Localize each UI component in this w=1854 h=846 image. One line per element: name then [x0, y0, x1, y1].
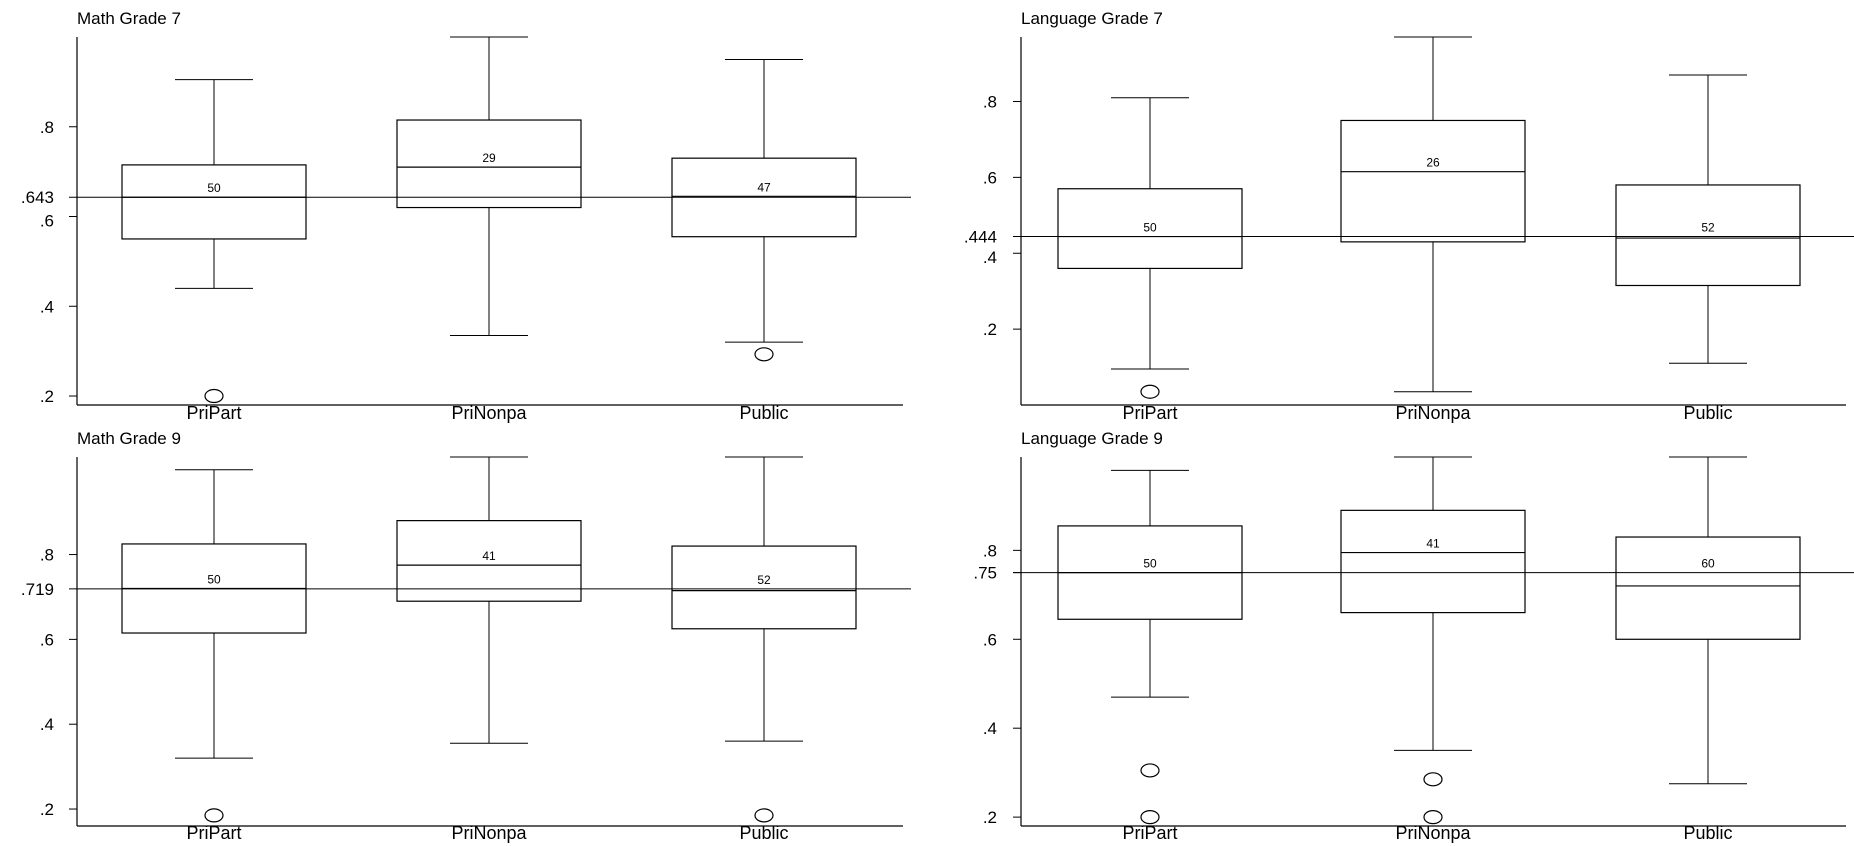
reference-line-label: .643	[21, 188, 54, 207]
outlier-point	[754, 808, 774, 823]
box-iqr	[121, 164, 307, 240]
y-tick-label: .75	[973, 564, 997, 583]
box-iqr	[396, 119, 582, 209]
panel-title: Math Grade 9	[77, 429, 181, 448]
outlier-point	[204, 808, 224, 823]
outlier-point	[1423, 772, 1443, 787]
y-tick-label: .6	[40, 630, 54, 649]
box-count-label: 52	[757, 573, 771, 587]
box-count-label: 50	[1143, 557, 1157, 571]
y-tick-label: .2	[40, 387, 54, 406]
y-tick-label: .8	[983, 541, 997, 560]
box-count-label: 60	[1701, 557, 1715, 571]
box-iqr	[671, 545, 857, 630]
panel-title: Math Grade 7	[77, 9, 181, 28]
box-iqr	[1615, 536, 1801, 640]
panel-title: Language Grade 7	[1021, 9, 1163, 28]
x-category-label: PriPart	[186, 823, 241, 843]
y-tick-label: .8	[40, 118, 54, 137]
x-category-label: PriNonpa	[451, 403, 527, 423]
box-count-label: 47	[757, 180, 771, 194]
outlier-point	[754, 347, 774, 362]
x-category-label: Public	[1683, 823, 1732, 843]
outlier-point	[1140, 763, 1160, 778]
x-category-label: Public	[739, 823, 788, 843]
outlier-point	[1140, 384, 1160, 399]
box-iqr	[1340, 509, 1526, 614]
y-tick-label: .4	[40, 297, 54, 316]
y-tick-label: .4	[983, 719, 997, 738]
box-iqr	[1057, 188, 1243, 270]
box-count-label: 41	[482, 549, 496, 563]
y-tick-label: .6	[983, 630, 997, 649]
box-count-label: 50	[207, 181, 221, 195]
y-tick-label: .2	[983, 808, 997, 827]
x-category-label: PriPart	[1122, 823, 1177, 843]
outlier-point	[1140, 810, 1160, 825]
y-tick-label: .8	[983, 92, 997, 111]
box-count-label: 52	[1701, 221, 1715, 235]
box-count-label: 29	[482, 151, 496, 165]
box-count-label: 41	[1426, 537, 1440, 551]
box-iqr	[396, 520, 582, 602]
y-tick-label: .2	[983, 320, 997, 339]
reference-line-label: .719	[21, 580, 54, 599]
y-tick-label: .4	[40, 715, 54, 734]
x-category-label: PriNonpa	[1395, 823, 1471, 843]
box-iqr	[1615, 184, 1801, 287]
box-count-label: 50	[207, 572, 221, 586]
box-iqr	[1340, 119, 1526, 243]
box-count-label: 50	[1143, 221, 1157, 235]
x-category-label: Public	[1683, 403, 1732, 423]
x-category-label: PriPart	[186, 403, 241, 423]
x-category-label: Public	[739, 403, 788, 423]
panel-title: Language Grade 9	[1021, 429, 1163, 448]
x-category-label: PriPart	[1122, 403, 1177, 423]
x-category-label: PriNonpa	[451, 823, 527, 843]
box-iqr	[671, 157, 857, 238]
box-count-label: 26	[1426, 156, 1440, 170]
reference-line-label: .444	[964, 228, 997, 247]
x-category-label: PriNonpa	[1395, 403, 1471, 423]
outlier-point	[1423, 810, 1443, 825]
y-tick-label: .4	[983, 248, 997, 267]
y-tick-label: .6	[983, 168, 997, 187]
y-tick-label: .6	[40, 212, 54, 231]
y-tick-label: .8	[40, 546, 54, 565]
y-tick-label: .2	[40, 800, 54, 819]
outlier-point	[204, 388, 224, 404]
